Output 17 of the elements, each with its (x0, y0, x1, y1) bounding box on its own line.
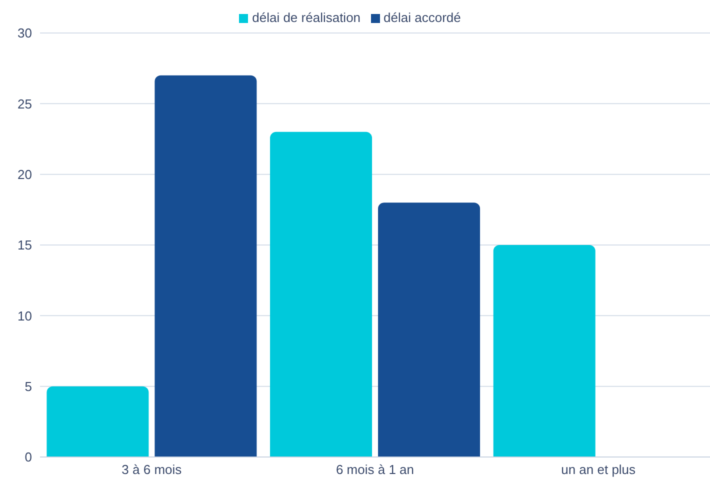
y-tick-label: 5 (24, 378, 32, 394)
legend-label: délai accordé (384, 10, 461, 25)
legend-label: délai de réalisation (252, 10, 361, 25)
bar (46, 386, 149, 457)
bar (378, 202, 480, 457)
x-tick-label: un an et plus (561, 462, 636, 478)
y-tick-label: 30 (18, 26, 32, 41)
y-tick-label: 10 (18, 308, 32, 324)
y-tick-label: 20 (18, 166, 32, 182)
x-tick-label: 3 à 6 mois (122, 462, 182, 478)
bar (493, 245, 596, 457)
y-tick-label: 15 (18, 238, 32, 253)
y-tick-label: 25 (18, 96, 32, 112)
x-tick-label: 6 mois à 1 an (336, 462, 414, 478)
y-tick-label: 0 (24, 450, 32, 465)
bar (154, 75, 257, 457)
bar (270, 132, 372, 457)
